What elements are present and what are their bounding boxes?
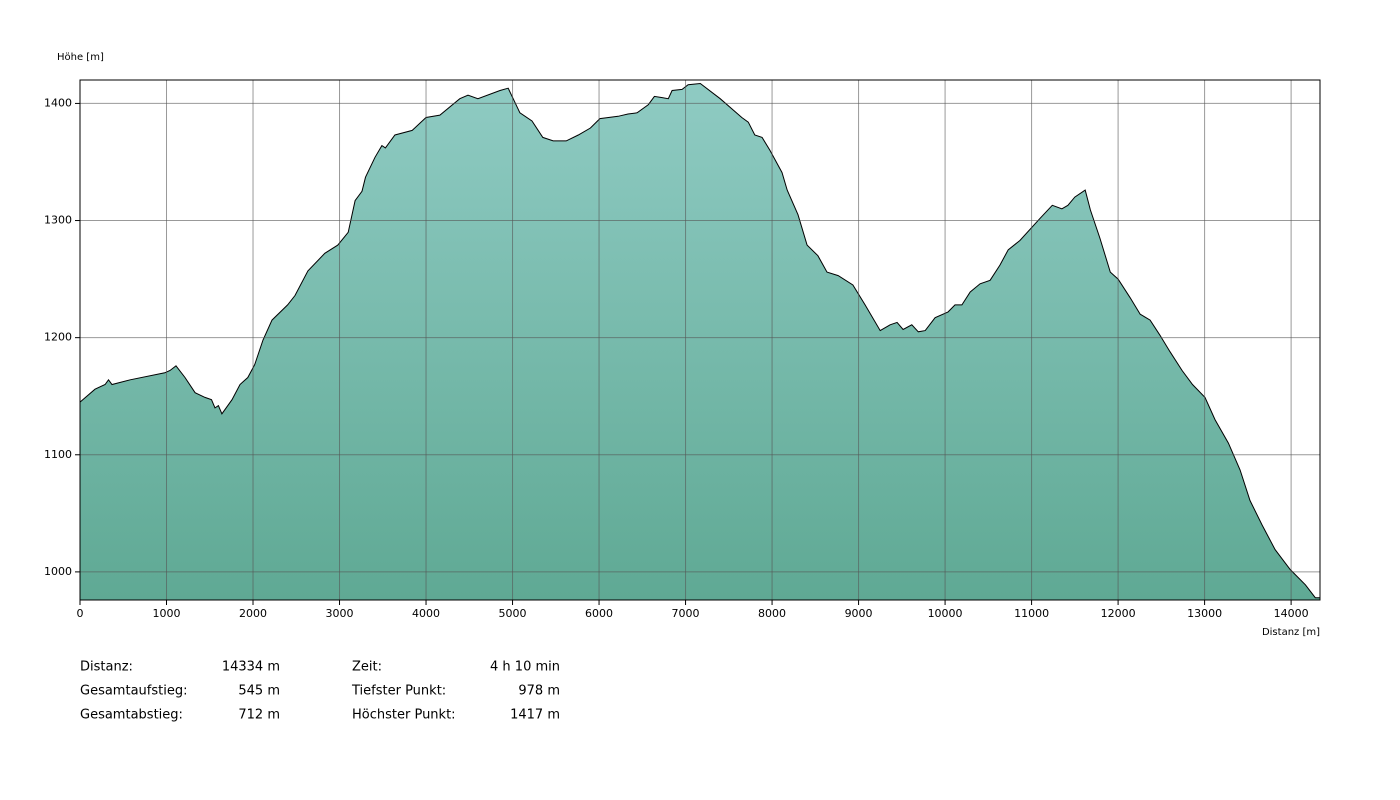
- x-tick-label: 5000: [499, 607, 527, 620]
- x-tick-label: 3000: [326, 607, 354, 620]
- stat-value: 14334 m: [222, 660, 280, 675]
- x-tick-label: 14000: [1274, 607, 1309, 620]
- x-tick-label: 13000: [1187, 607, 1222, 620]
- profile-line: [79, 82, 1320, 599]
- x-tick-label: 1000: [153, 607, 181, 620]
- y-tick-label: 1000: [44, 565, 72, 578]
- x-tick-label: 8000: [758, 607, 786, 620]
- x-tick-label: 12000: [1101, 607, 1136, 620]
- x-axis-label: Distanz [m]: [1262, 627, 1320, 638]
- x-tick-label: 0: [77, 607, 84, 620]
- stat-value: 1417 m: [510, 708, 560, 723]
- stat-label: Tiefster Punkt:: [351, 684, 446, 699]
- stat-value: 4 h 10 min: [490, 660, 560, 675]
- x-tick-label: 2000: [239, 607, 267, 620]
- x-tick-label: 10000: [928, 607, 963, 620]
- plot-frame: [79, 79, 1321, 601]
- x-tick-label: 6000: [585, 607, 613, 620]
- stat-label: Gesamtabstieg:: [80, 708, 183, 723]
- y-tick-label: 1300: [44, 214, 72, 227]
- x-tick-label: 7000: [672, 607, 700, 620]
- x-tick-label: 9000: [845, 607, 873, 620]
- y-tick-label: 1100: [44, 448, 72, 461]
- y-tick-label: 1200: [44, 331, 72, 344]
- area-fill: [80, 83, 1320, 600]
- stat-label: Gesamtaufstieg:: [80, 684, 187, 699]
- y-tick-label: 1400: [44, 96, 72, 109]
- x-tick-label: 4000: [412, 607, 440, 620]
- x-tick-label: 11000: [1014, 607, 1049, 620]
- stat-label: Zeit:: [352, 660, 382, 675]
- stat-value: 978 m: [518, 684, 560, 699]
- stat-value: 545 m: [238, 684, 280, 699]
- stat-value: 712 m: [238, 708, 280, 723]
- stat-label: Distanz:: [80, 660, 133, 675]
- y-axis-label: Höhe [m]: [57, 52, 104, 63]
- stat-label: Höchster Punkt:: [352, 708, 456, 723]
